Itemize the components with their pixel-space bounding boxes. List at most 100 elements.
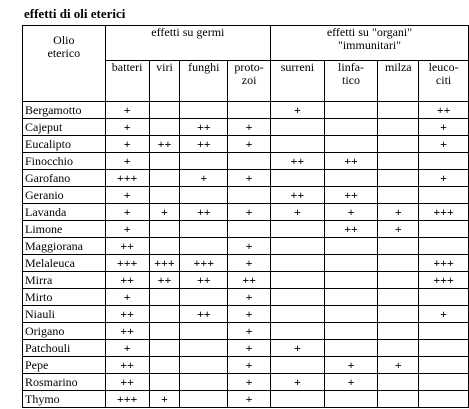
effect-cell — [227, 101, 271, 119]
effect-cell: + — [104, 203, 150, 221]
effect-cell — [148, 288, 181, 306]
effect-cell — [418, 237, 469, 255]
oil-name: Origano — [22, 322, 106, 340]
effect-cell — [270, 169, 325, 187]
effect-cell — [377, 152, 420, 170]
effect-cell: + — [104, 339, 150, 357]
row: Pepe ++ + + + — [22, 356, 469, 374]
effect-cell — [270, 356, 325, 374]
effect-cell: ++ — [148, 135, 181, 153]
oil-name: Thymo — [22, 390, 106, 408]
effect-cell — [227, 186, 271, 204]
effect-cell — [418, 356, 469, 374]
effect-cell: ++ — [148, 271, 181, 289]
effect-cell — [179, 237, 229, 255]
effect-cell: ++ — [104, 356, 150, 374]
oil-name: Limone — [22, 220, 106, 238]
effect-cell — [377, 237, 420, 255]
effect-cell: +++ — [104, 169, 150, 187]
effect-cell — [418, 373, 469, 391]
effect-cell — [377, 254, 420, 272]
effect-cell — [227, 220, 271, 238]
effect-cell — [323, 339, 379, 357]
effect-cell — [270, 237, 325, 255]
effect-cell: ++ — [418, 101, 469, 119]
effect-cell — [377, 305, 420, 323]
oil-name: Niauli — [22, 305, 106, 323]
effect-cell — [418, 152, 469, 170]
oil-name: Maggiorana — [22, 237, 106, 255]
effect-cell: +++ — [179, 254, 229, 272]
effect-cell — [377, 118, 420, 136]
oil-name: Rosmarino — [22, 373, 106, 391]
effect-cell: ++ — [179, 203, 229, 221]
oil-name: Finocchio — [22, 152, 106, 170]
effect-cell — [418, 339, 469, 357]
effect-cell: +++ — [418, 271, 469, 289]
effect-cell: +++ — [104, 390, 150, 408]
effect-cell: + — [227, 288, 271, 306]
effect-cell: + — [377, 356, 420, 374]
effect-cell: + — [227, 254, 271, 272]
effect-cell — [148, 220, 181, 238]
row: Garofano +++ + + + — [22, 169, 469, 187]
effect-cell: + — [323, 356, 379, 374]
effect-cell — [418, 186, 469, 204]
oil-name: Cajeput — [22, 118, 106, 136]
effect-cell — [148, 237, 181, 255]
effect-cell — [377, 373, 420, 391]
effect-cell — [323, 390, 379, 408]
effect-cell: + — [148, 390, 181, 408]
effect-cell: + — [270, 101, 325, 119]
effect-cell: + — [104, 288, 150, 306]
row: Finocchio + ++ ++ — [22, 152, 469, 170]
effect-cell: ++ — [270, 152, 325, 170]
effect-cell — [323, 118, 379, 136]
effect-cell: + — [227, 169, 271, 187]
effect-cell: ++ — [323, 186, 379, 204]
effect-cell: + — [418, 118, 469, 136]
effect-cell: + — [104, 135, 150, 153]
effect-cell: + — [227, 203, 271, 221]
effect-cell — [270, 118, 325, 136]
effect-cell — [323, 322, 379, 340]
effect-cell — [148, 305, 181, 323]
row: Mirto + + — [22, 288, 469, 306]
effect-cell — [179, 339, 229, 357]
effect-cell: + — [377, 220, 420, 238]
effect-cell — [270, 322, 325, 340]
effect-cell: + — [104, 220, 150, 238]
effect-cell: ++ — [323, 220, 379, 238]
effect-cell: + — [227, 135, 271, 153]
effect-cell — [377, 322, 420, 340]
effect-cell: + — [227, 373, 271, 391]
effect-cell: + — [270, 339, 325, 357]
effect-cell: + — [323, 373, 379, 391]
effect-cell: + — [227, 339, 271, 357]
effect-cell — [323, 271, 379, 289]
row: Bergamotto + + ++ — [22, 101, 469, 119]
row: Limone + ++ + — [22, 220, 469, 238]
effect-cell: ++ — [179, 135, 229, 153]
effect-cell: + — [227, 322, 271, 340]
effect-cell — [270, 220, 325, 238]
column-header: proto- zoi — [227, 60, 271, 102]
effect-cell: +++ — [418, 254, 469, 272]
row: Geranio + ++ ++ — [22, 186, 469, 204]
oil-name: Eucalipto — [22, 135, 106, 153]
effect-cell — [227, 152, 271, 170]
effect-cell — [270, 288, 325, 306]
effect-cell — [377, 169, 420, 187]
effect-cell — [418, 390, 469, 408]
effect-cell: + — [104, 101, 150, 119]
effect-cell — [270, 390, 325, 408]
effect-cell: + — [227, 390, 271, 408]
title: effetti di oli eterici — [24, 6, 126, 21]
row: Eucalipto + ++ ++ + + — [22, 135, 469, 153]
effect-cell — [377, 339, 420, 357]
column-header: funghi — [179, 60, 229, 102]
effect-cell — [323, 101, 379, 119]
oil-name: Lavanda — [22, 203, 106, 221]
effect-cell: ++ — [323, 152, 379, 170]
